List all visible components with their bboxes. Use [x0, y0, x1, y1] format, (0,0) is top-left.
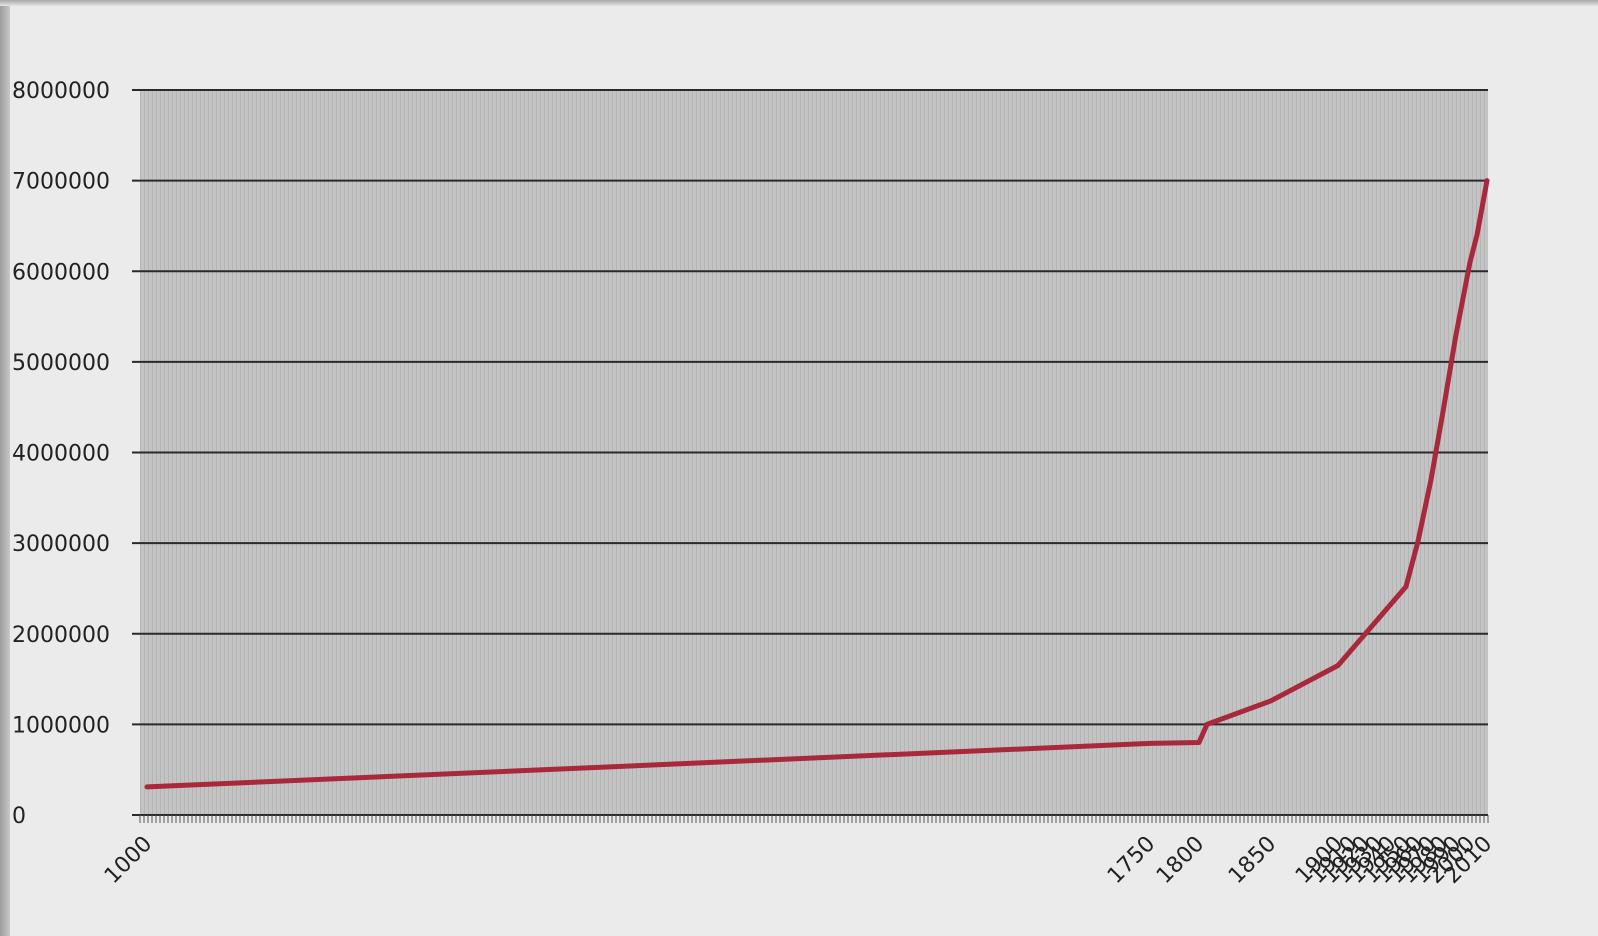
y-axis-tick-labels: 0 1000000 2000000 3000000 4000000 5000000 6000… [12, 79, 110, 829]
window-edge-top [0, 0, 1598, 6]
y-tick-label: 1000000 [12, 713, 110, 738]
x-tick-label: 1850 [1224, 832, 1281, 889]
window-edge-left [0, 0, 10, 936]
y-tick-label: 3000000 [12, 532, 110, 557]
y-tick-label: 5000000 [12, 351, 110, 376]
y-tick-label: 4000000 [12, 442, 110, 467]
gridlines [132, 89, 1488, 816]
y-tick-label: 0 [12, 804, 26, 829]
y-tick-label: 6000000 [12, 260, 110, 285]
y-tick-label: 8000000 [12, 79, 110, 104]
y-tick-label: 2000000 [12, 623, 110, 648]
series-line [144, 178, 1490, 790]
x-tick-label: 1750 [1103, 832, 1160, 889]
y-tick-label: 7000000 [12, 170, 110, 195]
x-minor-ticks [139, 815, 1489, 823]
x-tick-label: 1000 [100, 832, 157, 889]
x-tick-label: 1800 [1152, 832, 1209, 889]
